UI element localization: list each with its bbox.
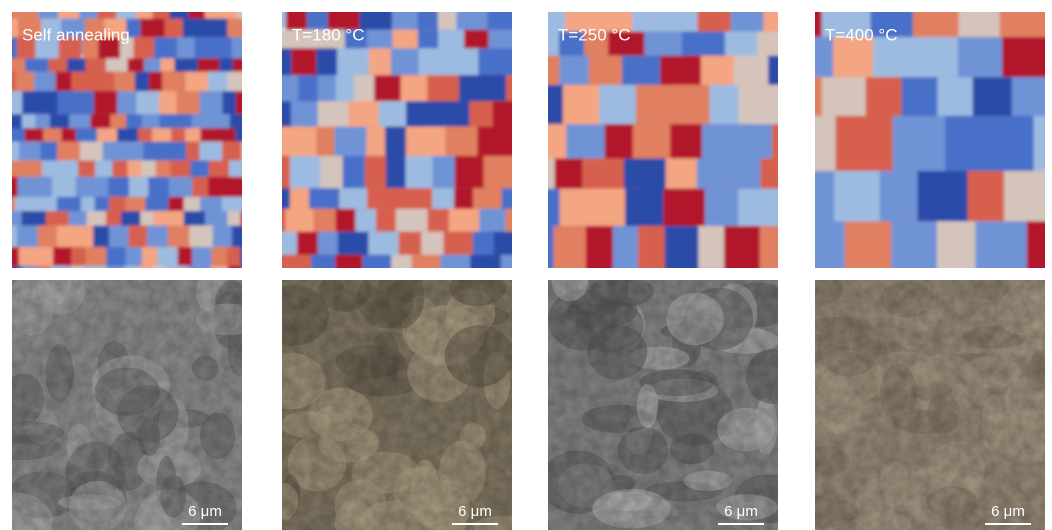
grain bbox=[241, 266, 278, 306]
micrograph bbox=[541, 253, 803, 530]
grain-map bbox=[1, 1, 279, 313]
panel-label: T=400 °C bbox=[825, 25, 897, 44]
grain bbox=[242, 142, 276, 174]
grain bbox=[241, 211, 266, 235]
texture bbox=[548, 280, 778, 530]
texture bbox=[282, 280, 512, 530]
grains bbox=[267, 0, 565, 319]
micrograph bbox=[0, 265, 261, 530]
grains bbox=[528, 0, 842, 305]
scale-bar-label: 6 μm bbox=[188, 503, 222, 520]
texture bbox=[12, 280, 242, 530]
panel: T=400 °C 6 μm bbox=[779, 0, 1052, 530]
panel-label: T=180 °C bbox=[292, 25, 364, 44]
panel: T=250 °C 6 μm bbox=[528, 0, 842, 530]
grain bbox=[240, 247, 266, 282]
panel: Self annealing 6 μm bbox=[0, 1, 279, 530]
panel-label: T=250 °C bbox=[558, 25, 630, 44]
scale-bar-label: 6 μm bbox=[724, 503, 758, 520]
texture bbox=[815, 280, 1045, 530]
grain bbox=[237, 1, 277, 47]
panel-label: Self annealing bbox=[22, 25, 130, 44]
grains bbox=[1, 1, 279, 313]
scale-bar-label: 6 μm bbox=[458, 503, 492, 520]
grain-map bbox=[267, 0, 565, 319]
grain bbox=[772, 124, 813, 208]
panel: T=180 °C 6 μm bbox=[256, 0, 565, 530]
grain bbox=[290, 156, 321, 194]
grain bbox=[157, 247, 179, 275]
grain bbox=[227, 247, 259, 278]
grain bbox=[760, 226, 823, 278]
grain bbox=[241, 19, 263, 57]
grain-map bbox=[528, 0, 842, 305]
micrograph bbox=[256, 265, 542, 530]
scale-bar-label: 6 μm bbox=[991, 503, 1025, 520]
micrograph bbox=[779, 272, 1052, 530]
grain bbox=[1004, 171, 1052, 228]
figure: Self annealing 6 μm T=180 °C 6 μm T=250 °C 6 … bbox=[0, 0, 1052, 530]
